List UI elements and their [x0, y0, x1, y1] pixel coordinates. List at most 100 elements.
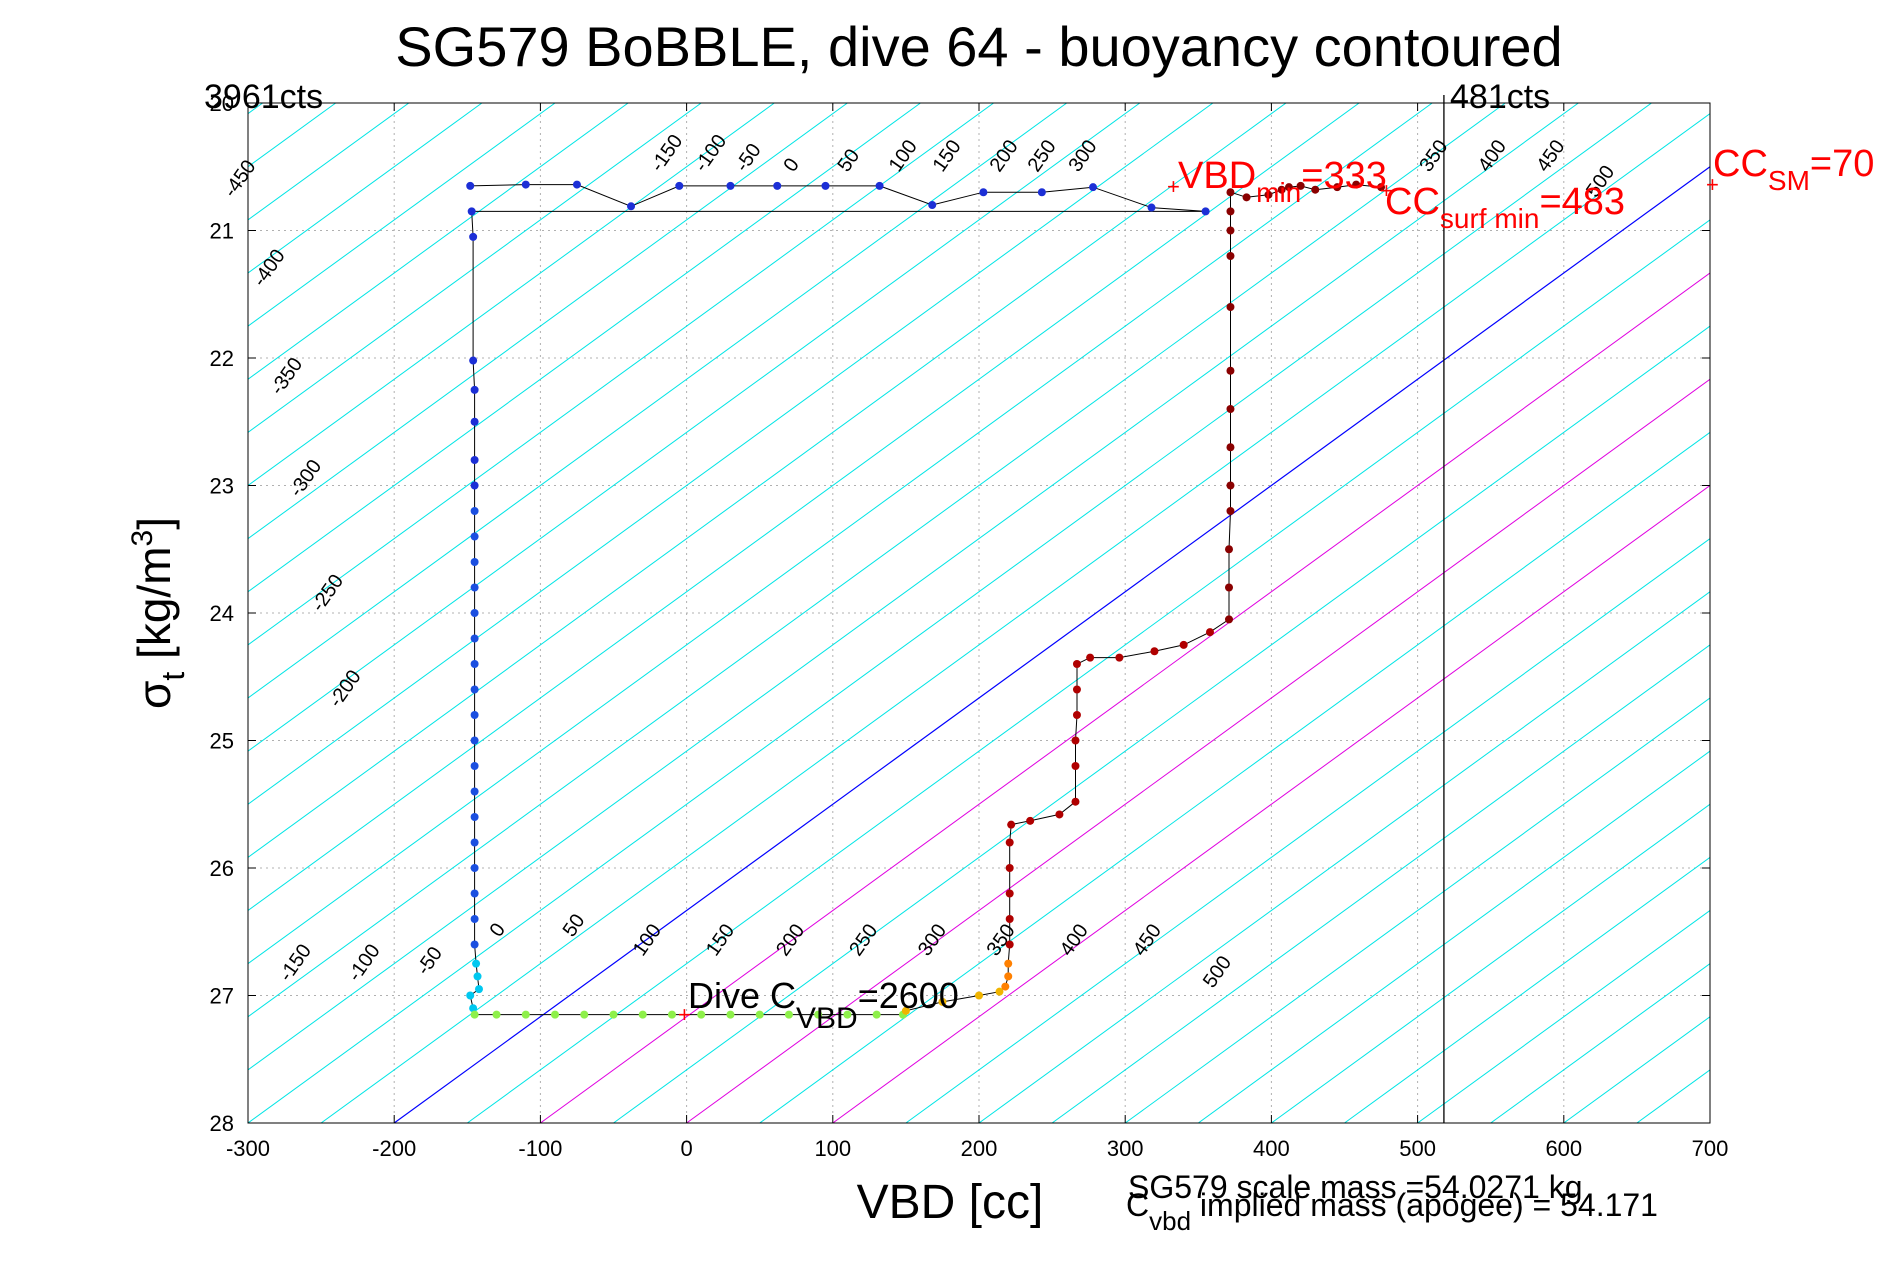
dive-point — [1179, 640, 1188, 649]
dive-point — [1225, 615, 1234, 624]
buoyancy-contour-line — [248, 103, 1287, 858]
dive-point — [1225, 545, 1234, 554]
dive-point — [470, 532, 479, 541]
dive-point — [1089, 183, 1098, 192]
right-count-label: 481cts — [1450, 78, 1550, 116]
buoyancy-contour-line — [1124, 697, 1710, 1123]
dive-point — [697, 1010, 706, 1019]
implied-main: C — [1126, 1187, 1149, 1223]
dive-cvbd-annotation: Dive CVBD=2600 — [688, 975, 959, 1035]
y-axis-label-sub: t — [155, 672, 191, 681]
dive-point — [470, 813, 479, 821]
dive-point — [1037, 188, 1046, 197]
x-tick-label: 700 — [1692, 1136, 1729, 1161]
dive-point — [469, 356, 478, 365]
dive-point — [979, 188, 988, 197]
cc-surf-min-annotation: CCsurf min=483 — [1385, 181, 1625, 234]
dive-point — [1226, 481, 1235, 490]
dive-point — [469, 232, 478, 241]
buoyancy-contour-line — [832, 484, 1710, 1123]
buoyancy-contour-line — [248, 103, 1141, 752]
cc-surf-min-value: =483 — [1539, 181, 1625, 223]
buoyancy-contour-line — [248, 103, 921, 593]
buoyancy-contour-line — [248, 103, 848, 540]
vbd-min-main: VBD — [1178, 155, 1256, 197]
buoyancy-contour-line — [1198, 750, 1710, 1123]
x-tick-label: 400 — [1253, 1136, 1290, 1161]
dive-point — [470, 417, 479, 426]
dive-point — [821, 181, 830, 190]
vbd-min-marker: + — [1167, 174, 1180, 199]
dive-point — [470, 787, 479, 796]
implied-sub: vbd — [1149, 1206, 1191, 1236]
dive-point — [1147, 203, 1156, 212]
y-tick-label: 20 — [210, 91, 234, 116]
dive-point — [1226, 226, 1235, 235]
x-tick-label: -100 — [518, 1136, 562, 1161]
dive-point — [551, 1010, 560, 1019]
cc-sm-value: =70 — [1810, 143, 1874, 185]
dive-points — [466, 180, 1386, 1019]
buoyancy-contour-line — [613, 325, 1710, 1123]
dive-point — [1007, 820, 1016, 829]
dive-point — [995, 987, 1004, 996]
y-axis-label: σt [kg/m3] — [126, 517, 191, 709]
x-tick-label: -200 — [372, 1136, 416, 1161]
dive-cvbd-sub: VBD — [796, 1002, 858, 1035]
buoyancy-contour-line — [248, 103, 1433, 965]
buoyancy-contour-line — [320, 113, 1710, 1123]
dive-point — [1071, 736, 1080, 745]
dive-point — [1264, 190, 1273, 199]
dive-cvbd-value: =2600 — [858, 975, 959, 1016]
y-tick-label: 24 — [210, 601, 234, 626]
dive-point — [1005, 838, 1014, 847]
dive-point — [470, 736, 479, 745]
left-count-label: 3961cts — [204, 78, 323, 116]
dive-point — [1005, 889, 1014, 898]
dive-point — [470, 685, 479, 694]
cc-surf-min-marker: + — [1380, 178, 1393, 203]
buoyancy-contour-line — [248, 103, 1214, 805]
dive-point — [470, 481, 479, 490]
dive-point — [492, 1010, 501, 1019]
dive-point — [1352, 180, 1361, 189]
cc-sm-annotation: CCSM=70 — [1713, 143, 1874, 196]
dive-point — [1226, 443, 1235, 452]
dive-point — [1004, 972, 1013, 981]
buoyancy-contour-line — [248, 103, 1579, 1071]
dive-point — [1004, 959, 1013, 968]
dive-point — [470, 583, 479, 592]
y-axis-label-main: σ — [128, 681, 180, 709]
dive-point — [773, 181, 782, 190]
dive-point — [469, 1004, 478, 1013]
y-tick-label: 21 — [210, 219, 234, 244]
dive-point — [627, 202, 636, 211]
dive-point — [470, 456, 479, 464]
dive-point — [473, 972, 482, 981]
y-axis-label-unit: [kg/m — [128, 546, 180, 671]
dive-point — [1377, 183, 1386, 192]
dive-cvbd-marker: + — [678, 1002, 691, 1027]
dive-point — [466, 181, 475, 190]
dive-point — [1226, 405, 1235, 413]
dive-point — [975, 991, 983, 1000]
y-tick-label: 28 — [210, 1111, 234, 1136]
dive-point — [521, 1010, 530, 1019]
dive-point — [470, 507, 479, 515]
dive-point — [1284, 183, 1293, 192]
dive-point — [1311, 185, 1320, 194]
x-axis-label: VBD [cc] — [857, 1176, 1044, 1229]
dive-point — [1005, 915, 1014, 923]
dive-point — [1226, 366, 1235, 375]
y-tick-label: 22 — [210, 346, 234, 371]
cc-sm-main: CC — [1713, 143, 1768, 185]
dive-point — [1005, 940, 1014, 949]
dive-point — [1150, 647, 1159, 656]
dive-point — [467, 207, 476, 216]
x-tick-label: 200 — [961, 1136, 998, 1161]
buoyancy-contour-line — [248, 103, 1360, 912]
cc-sm-marker: + — [1706, 172, 1719, 197]
dive-point — [1026, 816, 1035, 825]
dive-point — [1226, 188, 1235, 197]
